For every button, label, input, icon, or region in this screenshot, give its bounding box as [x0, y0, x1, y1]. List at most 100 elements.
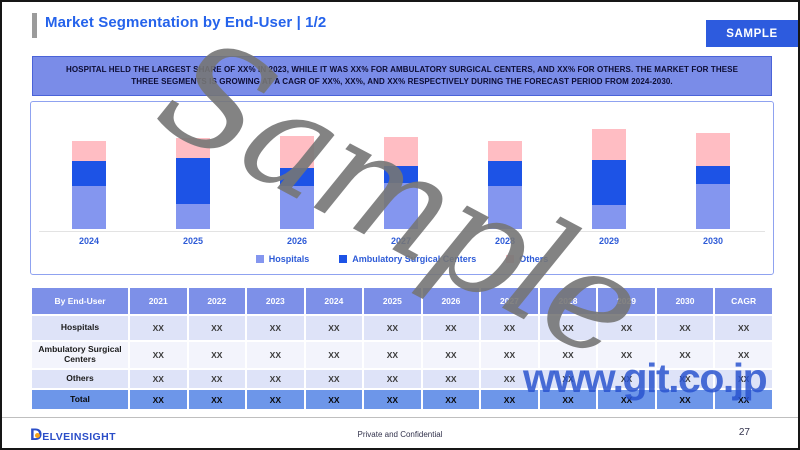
- table-cell: XX: [422, 390, 480, 409]
- bar-segment: [280, 186, 314, 229]
- bar-segment: [592, 160, 626, 205]
- table-header-cell: 2021: [130, 288, 187, 314]
- table-header-cell: 2029: [598, 288, 655, 314]
- confidential-label: Private and Confidential: [357, 430, 443, 439]
- bar-segment: [696, 133, 730, 166]
- table-cell: XX: [305, 370, 363, 388]
- bar-segment: [488, 161, 522, 186]
- table-cell: XX: [305, 342, 363, 368]
- table-row: Hospitals XX XX XX XX XX XX XX XX XX XX XX: [32, 316, 772, 340]
- table-cell: XX: [188, 370, 246, 388]
- year-label: 2028: [494, 236, 516, 246]
- logo-wordmark: ELVEINSIGHT: [42, 431, 116, 443]
- table-row: Total XX XX XX XX XX XX XX XX XX XX XX: [32, 390, 772, 409]
- table-cell: XX: [715, 390, 772, 409]
- table-cell: XX: [481, 390, 538, 409]
- year-label: 2027: [390, 236, 412, 246]
- table-header-cell: 2026: [422, 288, 480, 314]
- row-label: Hospitals: [32, 316, 128, 340]
- table-cell: XX: [715, 370, 772, 388]
- table-cell: XX: [130, 316, 187, 340]
- table-header-cell: 2024: [305, 288, 363, 314]
- year-label: 2024: [78, 236, 100, 246]
- chart-legend: Hospitals Ambulatory Surgical Centers Othe…: [31, 254, 773, 264]
- table-cell: XX: [130, 370, 187, 388]
- table-cell: XX: [305, 390, 363, 409]
- footer-divider: [2, 417, 798, 418]
- legend-item: Ambulatory Surgical Centers: [339, 254, 476, 264]
- page-title: Market Segmentation by End-User | 1/2: [45, 14, 327, 31]
- table-cell: XX: [188, 316, 246, 340]
- table-cell: XX: [422, 342, 480, 368]
- table-cell: XX: [364, 342, 421, 368]
- table-header-cell: 2022: [188, 288, 246, 314]
- bar-segment: [72, 141, 106, 161]
- bar-segment: [384, 183, 418, 229]
- bar-segment: [72, 161, 106, 186]
- bar-segment: [592, 205, 626, 229]
- table-cell: XX: [656, 342, 714, 368]
- bar-segment: [488, 141, 522, 161]
- table-cell: XX: [188, 342, 246, 368]
- bar-segment: [696, 166, 730, 184]
- table-header-cell: 2027: [481, 288, 538, 314]
- summary-banner: HOSPITAL HELD THE LARGEST SHARE OF XX% I…: [32, 56, 772, 96]
- table-cell: XX: [130, 390, 187, 409]
- bar-segment: [72, 186, 106, 229]
- bar-segment: [280, 136, 314, 168]
- legend-item: Hospitals: [255, 254, 310, 264]
- stacked-bar-2030: [696, 133, 730, 229]
- sample-button[interactable]: SAMPLE: [706, 20, 798, 47]
- stacked-bar-2025: [176, 138, 210, 229]
- bar-segment: [384, 166, 418, 183]
- summary-text: HOSPITAL HELD THE LARGEST SHARE OF XX% I…: [65, 64, 739, 86]
- table-cell: XX: [715, 316, 772, 340]
- bar-segment: [592, 129, 626, 160]
- table-cell: XX: [481, 342, 538, 368]
- legend-item: Others: [506, 254, 548, 264]
- table-cell: XX: [598, 342, 655, 368]
- table-cell: XX: [598, 316, 655, 340]
- table-cell: XX: [247, 370, 304, 388]
- bar-segment: [280, 168, 314, 186]
- table-header-cell: 2030: [656, 288, 714, 314]
- stacked-bar-2026: [280, 136, 314, 229]
- table-cell: XX: [715, 342, 772, 368]
- legend-label: Hospitals: [268, 254, 310, 264]
- table-row: Others XX XX XX XX XX XX XX XX XX XX XX: [32, 370, 772, 388]
- legend-label: Others: [519, 254, 549, 264]
- table-cell: XX: [656, 390, 714, 409]
- year-label: 2025: [182, 236, 204, 246]
- stacked-bar-2029: [592, 129, 626, 229]
- table-header-cell: 2023: [247, 288, 304, 314]
- table-cell: XX: [598, 370, 655, 388]
- stacked-bar-2024: [72, 141, 106, 229]
- year-label: 2029: [598, 236, 620, 246]
- legend-swatch-icon: [506, 255, 515, 263]
- logo-orange-dot-icon: [35, 433, 40, 438]
- table-cell: XX: [364, 316, 421, 340]
- bar-segment: [176, 158, 210, 204]
- table-cell: XX: [656, 316, 714, 340]
- bar-segment: [176, 204, 210, 229]
- table-cell: XX: [481, 316, 538, 340]
- year-label: 2030: [702, 236, 724, 246]
- table-cell: XX: [598, 390, 655, 409]
- table-cell: XX: [188, 390, 246, 409]
- table-row: Ambulatory Surgical Centers XX XX XX XX XX XX X…: [32, 342, 772, 368]
- table-header-cell: 2028: [539, 288, 597, 314]
- table-cell: XX: [539, 390, 597, 409]
- table-cell: XX: [656, 370, 714, 388]
- stacked-bar-2027: [384, 137, 418, 229]
- table-cell: XX: [130, 342, 187, 368]
- legend-swatch-icon: [339, 255, 348, 263]
- table-cell: XX: [481, 370, 538, 388]
- table-header-cell: By End-User: [32, 288, 128, 314]
- legend-swatch-icon: [255, 255, 264, 263]
- table-cell: XX: [422, 370, 480, 388]
- chart-panel: 2024 2025 2026 2027 2028 2029 2030 Hospitals Am…: [30, 101, 774, 275]
- bar-segment: [488, 186, 522, 229]
- table-cell: XX: [539, 316, 597, 340]
- table-cell: XX: [364, 370, 421, 388]
